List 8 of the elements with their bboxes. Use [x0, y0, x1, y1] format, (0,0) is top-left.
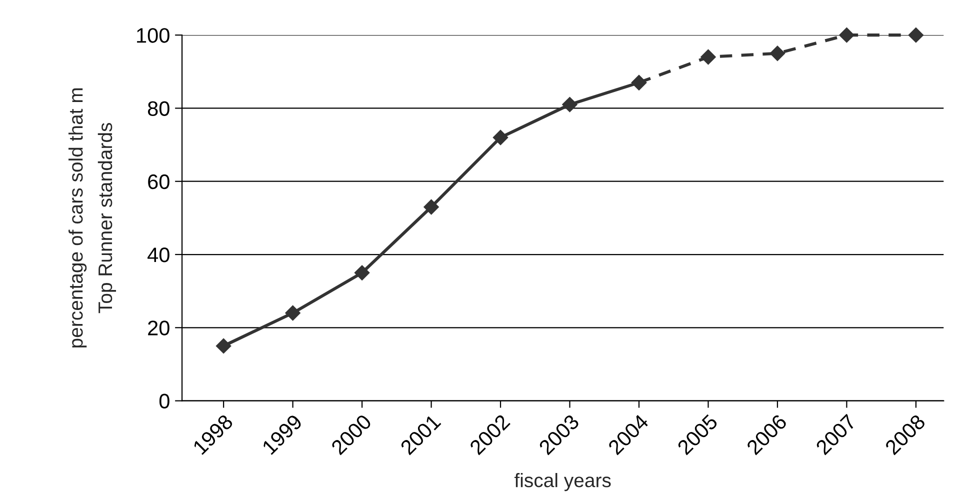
y-tick-label: 0 [159, 394, 170, 409]
y-tick-label: 80 [148, 101, 170, 116]
y-axis-title: percentage of cars sold that m Top Runner standards [68, 88, 116, 348]
y-tick-label: 40 [148, 248, 170, 262]
y-tick-label: 20 [148, 320, 170, 336]
y-tick-label: 60 [148, 174, 170, 190]
x-axis-title: fiscal years [514, 472, 611, 492]
y-tick-label: 100 [137, 28, 170, 43]
